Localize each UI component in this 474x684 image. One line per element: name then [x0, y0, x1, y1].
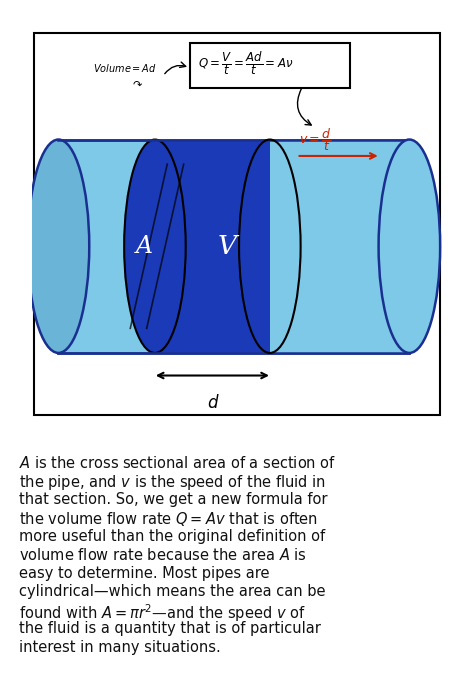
- Text: $\curvearrowright$: $\curvearrowright$: [130, 79, 143, 89]
- Text: $\mathit{Volume} = \mathit{A}d$: $\mathit{Volume} = \mathit{A}d$: [93, 62, 157, 74]
- Ellipse shape: [379, 140, 440, 353]
- Text: more useful than the original definition of: more useful than the original definition…: [19, 529, 325, 544]
- Text: cylindrical—which means the area can be: cylindrical—which means the area can be: [19, 584, 326, 599]
- Text: volume flow rate because the area $\mathit{A}$ is: volume flow rate because the area $\math…: [19, 547, 307, 563]
- Text: A: A: [136, 235, 153, 258]
- Polygon shape: [58, 140, 410, 353]
- Text: $Q{=}\dfrac{V}{t}{=}\dfrac{Ad}{t}{=}A\nu$: $Q{=}\dfrac{V}{t}{=}\dfrac{Ad}{t}{=}A\nu…: [198, 50, 293, 77]
- Text: the volume flow rate $Q = Av$ that is often: the volume flow rate $Q = Av$ that is of…: [19, 510, 318, 528]
- Text: $\mathit{A}$ is the cross sectional area of a section of: $\mathit{A}$ is the cross sectional area…: [19, 455, 336, 471]
- Text: V: V: [217, 234, 236, 259]
- Ellipse shape: [124, 140, 186, 353]
- Ellipse shape: [27, 140, 89, 353]
- Polygon shape: [155, 140, 270, 353]
- FancyBboxPatch shape: [190, 43, 350, 88]
- Text: the pipe, and $\mathit{v}$ is the speed of the fluid in: the pipe, and $\mathit{v}$ is the speed …: [19, 473, 326, 492]
- Text: that section. So, we get a new formula for: that section. So, we get a new formula f…: [19, 492, 328, 507]
- Text: $v{=}\dfrac{d}{t}$: $v{=}\dfrac{d}{t}$: [299, 126, 331, 153]
- Polygon shape: [270, 140, 410, 353]
- Text: d: d: [207, 394, 218, 412]
- Ellipse shape: [239, 140, 301, 353]
- Text: interest in many situations.: interest in many situations.: [19, 640, 221, 655]
- Text: found with $\mathit{A} = \pi r^2$—and the speed $\mathit{v}$ of: found with $\mathit{A} = \pi r^2$—and th…: [19, 603, 306, 624]
- Text: the fluid is a quantity that is of particular: the fluid is a quantity that is of parti…: [19, 621, 321, 636]
- Text: easy to determine. Most pipes are: easy to determine. Most pipes are: [19, 566, 269, 581]
